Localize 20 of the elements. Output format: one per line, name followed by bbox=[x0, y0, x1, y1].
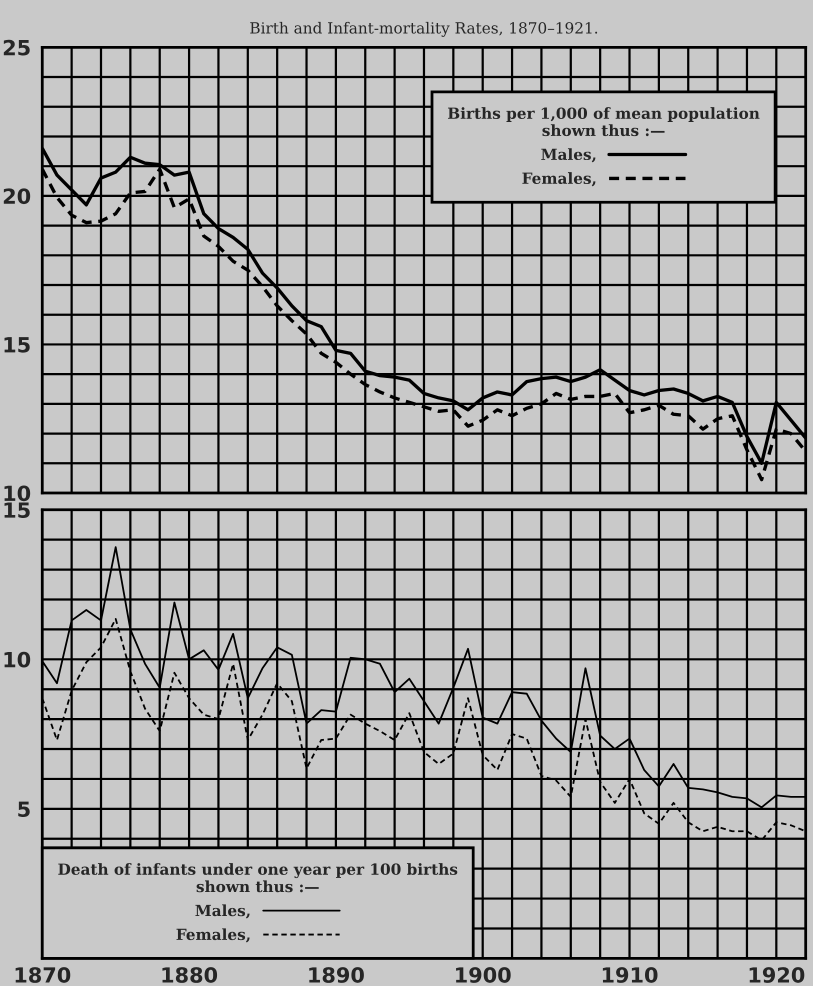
legend-label: Males, bbox=[195, 904, 250, 919]
legend-title: Births per 1,000 of mean population shown thus :— bbox=[448, 107, 760, 136]
legend-label: Males, bbox=[541, 148, 596, 162]
y-tick-label: 15 bbox=[4, 502, 30, 518]
legend-label: Females, bbox=[176, 928, 250, 942]
legend-title: Death of infants under one year per 100 births shown thus :— bbox=[58, 863, 458, 892]
chart-title: Birth and Infant-mortality Rates, 1870–1921. bbox=[250, 22, 598, 37]
y-tick-label: 10 bbox=[4, 485, 30, 502]
x-tick-label: 1890 bbox=[309, 967, 364, 983]
x-tick-label: 1870 bbox=[16, 967, 70, 983]
x-tick-label: 1920 bbox=[750, 967, 804, 983]
y-tick-label: 5 bbox=[18, 802, 30, 818]
y-tick-label: 20 bbox=[4, 188, 30, 204]
x-tick-label: 1910 bbox=[602, 967, 658, 983]
y-tick-label: 10 bbox=[4, 652, 30, 668]
x-tick-label: 1900 bbox=[456, 967, 511, 983]
legend-label: Females, bbox=[522, 172, 596, 186]
x-tick-label: 1880 bbox=[162, 967, 218, 983]
y-tick-label: 15 bbox=[4, 337, 30, 353]
y-tick-label: 25 bbox=[4, 40, 30, 56]
